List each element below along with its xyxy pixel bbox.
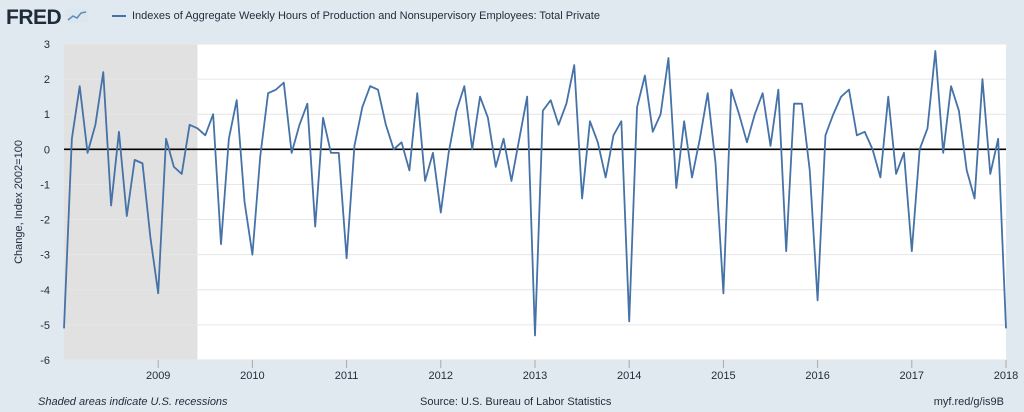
y-axis: 3 2 1 0 -1 -2 -3 -4 -5 -6 <box>40 39 50 367</box>
chart-header: FRED Indexes of Aggregate Weekly Hours o… <box>0 0 1024 36</box>
y-tick-label: 3 <box>44 39 50 51</box>
y-tick-label: 0 <box>44 144 50 156</box>
y-tick-label: -5 <box>40 320 50 332</box>
y-tick-label: -3 <box>40 250 50 262</box>
chart-legend: Indexes of Aggregate Weekly Hours of Pro… <box>112 10 600 22</box>
y-tick-label: 2 <box>44 74 50 86</box>
x-tick-label: 2009 <box>146 370 170 382</box>
x-tick-label: 2012 <box>429 370 453 382</box>
fred-graph-icon <box>66 9 88 23</box>
x-tick-label: 2016 <box>805 370 829 382</box>
x-tick-label: 2015 <box>711 370 735 382</box>
x-tick-label: 2018 <box>994 370 1018 382</box>
fred-logo[interactable]: FRED <box>6 6 62 29</box>
x-axis: 2009 2010 2011 2012 2013 2014 2015 2016 2017 2018 <box>146 360 1018 382</box>
plot-area <box>64 44 1006 360</box>
x-tick-label: 2013 <box>523 370 547 382</box>
series-line[interactable] <box>63 50 1007 337</box>
source-note: Source: U.S. Bureau of Labor Statistics <box>420 396 612 408</box>
y-axis-title: Change, Index 2002=100 <box>13 140 25 264</box>
short-link[interactable]: myf.red/g/is9B <box>933 396 1004 408</box>
recession-note: Shaded areas indicate U.S. recessions <box>38 396 228 408</box>
y-tick-label: -4 <box>40 285 50 297</box>
y-tick-label: -2 <box>40 215 50 227</box>
x-tick-label: 2010 <box>240 370 264 382</box>
y-tick-label: -6 <box>40 355 50 367</box>
recession-shading <box>64 44 198 360</box>
x-tick-label: 2011 <box>335 370 359 382</box>
y-tick-label: 1 <box>44 109 50 121</box>
x-tick-label: 2017 <box>900 370 924 382</box>
legend-series-label: Indexes of Aggregate Weekly Hours of Pro… <box>132 10 600 22</box>
legend-series-swatch <box>112 15 126 17</box>
y-tick-label: -1 <box>40 179 50 191</box>
x-tick-label: 2014 <box>617 370 641 382</box>
